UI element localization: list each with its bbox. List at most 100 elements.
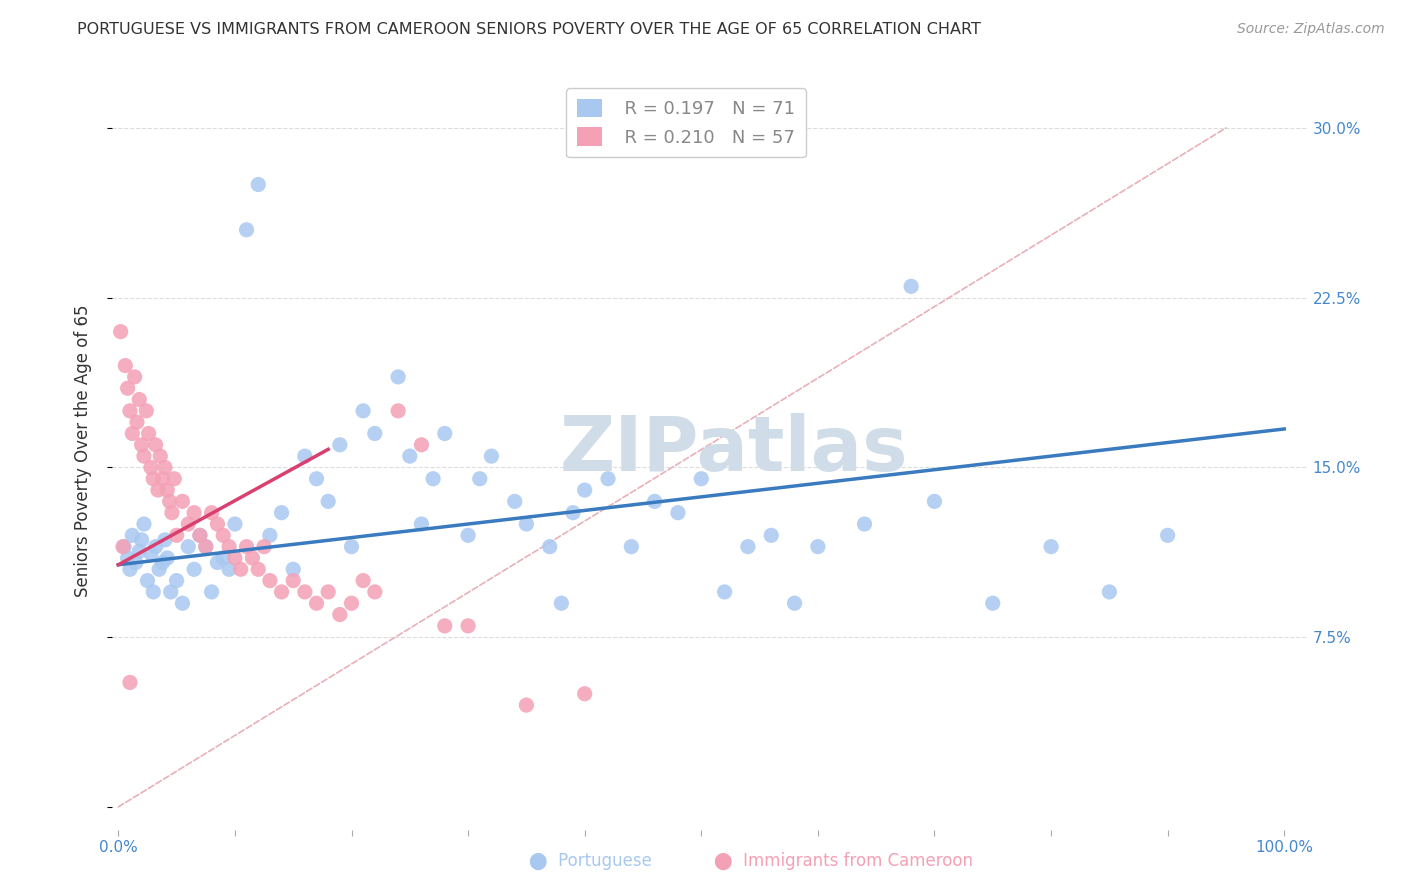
Point [294, 585, 316, 599]
Point [270, 585, 292, 599]
Point [515, 698, 537, 712]
Point [737, 540, 759, 554]
Text: ⬤  Portuguese: ⬤ Portuguese [529, 852, 652, 870]
Point [305, 596, 328, 610]
Point [596, 472, 619, 486]
Point [294, 449, 316, 463]
Point [156, 551, 179, 566]
Point [620, 540, 643, 554]
Point [387, 370, 409, 384]
Point [172, 596, 194, 610]
Point [118, 675, 141, 690]
Point [1040, 540, 1063, 554]
Point [329, 607, 352, 622]
Point [457, 619, 479, 633]
Point [145, 540, 167, 554]
Point [128, 544, 150, 558]
Point [666, 506, 689, 520]
Point [247, 178, 270, 192]
Point [218, 540, 240, 554]
Point [111, 540, 134, 554]
Point [177, 540, 200, 554]
Point [224, 516, 246, 531]
Point [283, 562, 305, 576]
Point [644, 494, 666, 508]
Point [387, 404, 409, 418]
Point [139, 546, 162, 560]
Point [411, 438, 433, 452]
Point [148, 562, 170, 576]
Point [481, 449, 503, 463]
Point [152, 556, 174, 570]
Point [153, 460, 176, 475]
Point [146, 483, 169, 497]
Point [200, 585, 222, 599]
Text: 57: 57 [737, 142, 759, 160]
Point [340, 540, 363, 554]
Point [125, 556, 148, 570]
Point [247, 562, 270, 576]
Point [229, 562, 252, 576]
Point [125, 415, 148, 429]
Point [807, 540, 830, 554]
Point [329, 438, 352, 452]
Text: 0.210: 0.210 [634, 142, 686, 160]
Text: N =: N = [690, 142, 741, 160]
Text: ⬤  Immigrants from Cameroon: ⬤ Immigrants from Cameroon [714, 852, 973, 870]
Point [433, 426, 456, 441]
Point [188, 528, 211, 542]
Point [121, 528, 143, 542]
Point [149, 449, 172, 463]
Text: ZIPatlas: ZIPatlas [560, 414, 908, 487]
Point [900, 279, 922, 293]
Text: Source: ZipAtlas.com: Source: ZipAtlas.com [1237, 22, 1385, 37]
Point [142, 585, 165, 599]
Point [152, 472, 174, 486]
Point [139, 460, 162, 475]
Point [177, 516, 200, 531]
Point [433, 619, 456, 633]
Point [194, 540, 217, 554]
Point [135, 404, 157, 418]
Point [550, 596, 572, 610]
Point [200, 506, 222, 520]
Point [128, 392, 150, 407]
Point [253, 540, 276, 554]
Point [316, 494, 339, 508]
Point [136, 574, 159, 588]
Point [1156, 528, 1178, 542]
Point [224, 551, 246, 566]
Point [538, 540, 561, 554]
Point [117, 551, 139, 566]
Point [364, 585, 387, 599]
Point [305, 472, 328, 486]
Point [183, 562, 205, 576]
Point [142, 472, 165, 486]
Point [761, 528, 783, 542]
Point [457, 528, 479, 542]
Point [562, 506, 585, 520]
Point [352, 574, 374, 588]
Point [212, 551, 235, 566]
Point [188, 528, 211, 542]
Point [352, 404, 374, 418]
Point [166, 574, 188, 588]
Legend:   R = 0.197   N = 71,   R = 0.210   N = 57: R = 0.197 N = 71, R = 0.210 N = 57 [567, 88, 806, 157]
Point [159, 585, 181, 599]
Point [468, 472, 491, 486]
Point [422, 472, 444, 486]
Point [574, 687, 596, 701]
Point [110, 325, 132, 339]
Point [166, 528, 188, 542]
Point [364, 426, 387, 441]
Point [259, 574, 281, 588]
Point [117, 381, 139, 395]
Text: 0.197: 0.197 [634, 110, 686, 128]
Point [515, 516, 537, 531]
Point [574, 483, 596, 497]
Point [259, 528, 281, 542]
Point [183, 506, 205, 520]
Point [1098, 585, 1121, 599]
Point [112, 540, 135, 554]
Point [783, 596, 806, 610]
